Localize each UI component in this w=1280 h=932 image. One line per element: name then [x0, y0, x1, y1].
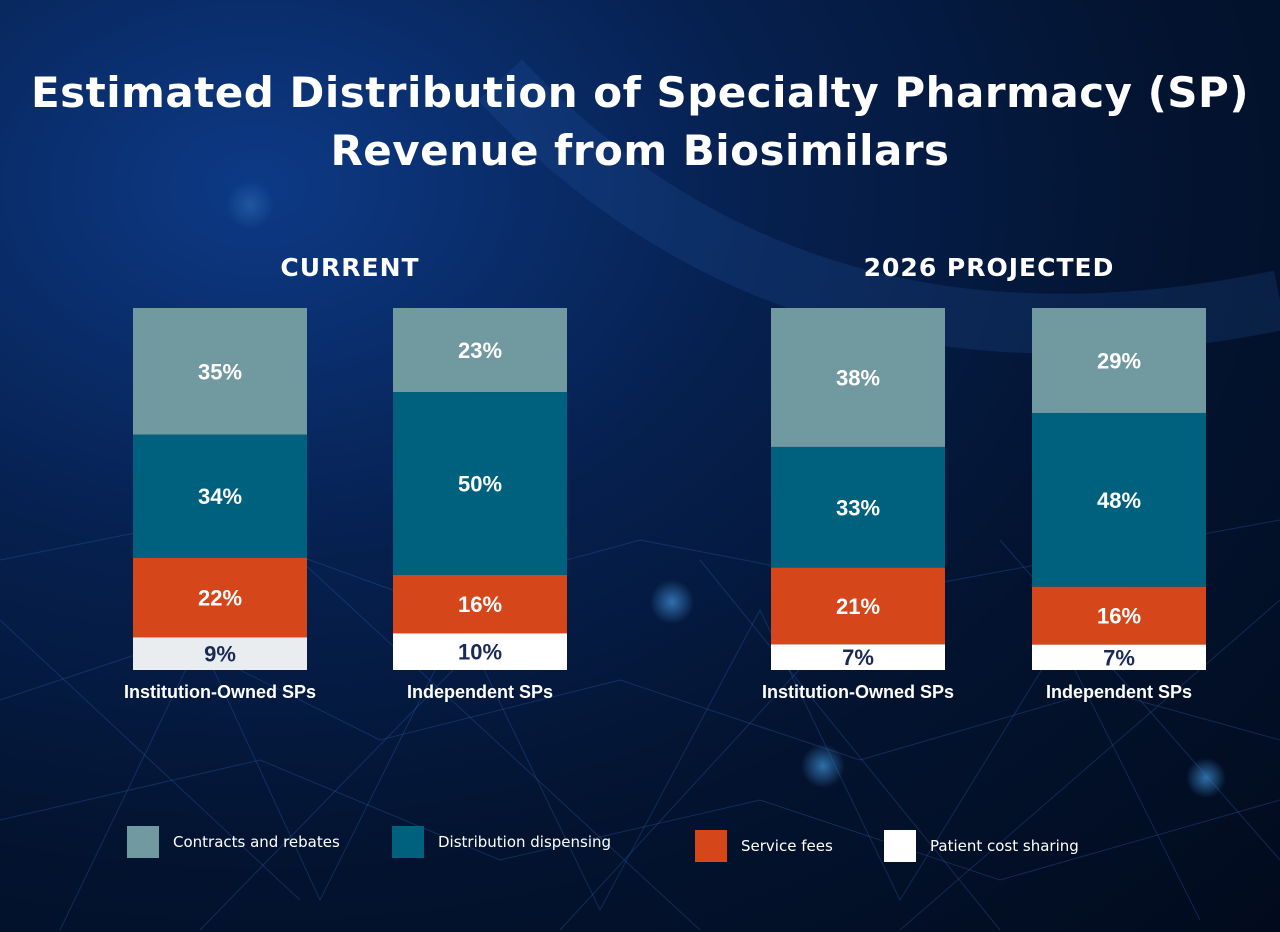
legend-label: Patient cost sharing	[930, 837, 1079, 855]
bar-segment	[393, 392, 567, 575]
data-label: 21%	[836, 594, 880, 619]
legend-item: Contracts and rebates	[127, 826, 340, 858]
bar-segment	[1032, 586, 1206, 645]
data-label: 16%	[1097, 604, 1141, 629]
bar-segment	[1032, 308, 1206, 413]
legend-swatch	[392, 826, 424, 858]
title-line-1: Estimated Distribution of Specialty Phar…	[30, 68, 1250, 117]
category-label: Institution-Owned SPs	[762, 682, 954, 702]
data-label: 9%	[204, 642, 236, 667]
legend-item: Patient cost sharing	[884, 830, 1079, 862]
bar-segment	[771, 644, 945, 670]
data-label: 34%	[198, 484, 242, 509]
data-label: 23%	[458, 338, 502, 363]
data-label: 22%	[198, 586, 242, 611]
bar-segment	[1032, 412, 1206, 587]
legend-label: Contracts and rebates	[173, 833, 340, 851]
data-label: 16%	[458, 592, 502, 617]
bar-segment	[1032, 644, 1206, 670]
title-line-2: Revenue from Biosimilars	[330, 126, 950, 175]
category-label: Institution-Owned SPs	[124, 682, 316, 702]
bar-segment	[393, 574, 567, 634]
data-label: 48%	[1097, 488, 1141, 513]
legend-label: Service fees	[741, 837, 833, 855]
legend-swatch	[127, 826, 159, 858]
bar-segment	[771, 567, 945, 645]
chart-title: Estimated Distribution of Specialty Phar…	[0, 64, 1280, 180]
data-label: 33%	[836, 495, 880, 520]
bar-segment	[771, 308, 945, 447]
bar-segment	[133, 637, 307, 670]
data-label: 35%	[198, 359, 242, 384]
group-label: 2026 PROJECTED	[864, 253, 1115, 282]
bar-segment	[393, 633, 567, 670]
group-label: CURRENT	[280, 253, 419, 282]
bar-segment	[133, 308, 307, 435]
legend-swatch	[884, 830, 916, 862]
category-label: Independent SPs	[407, 682, 553, 702]
bar-segment	[133, 557, 307, 638]
legend-item: Distribution dispensing	[392, 826, 611, 858]
category-label: Independent SPs	[1046, 682, 1192, 702]
data-label: 7%	[1103, 645, 1135, 670]
bar-segment	[133, 434, 307, 558]
data-label: 50%	[458, 472, 502, 497]
legend-label: Distribution dispensing	[438, 833, 612, 851]
bar-segment	[393, 308, 567, 393]
data-label: 29%	[1097, 348, 1141, 373]
data-label: 38%	[836, 365, 880, 390]
data-label: 10%	[458, 640, 502, 665]
legend-swatch	[695, 830, 727, 862]
legend-item: Service fees	[695, 830, 833, 862]
data-label: 7%	[842, 645, 874, 670]
bar-segment	[771, 446, 945, 568]
